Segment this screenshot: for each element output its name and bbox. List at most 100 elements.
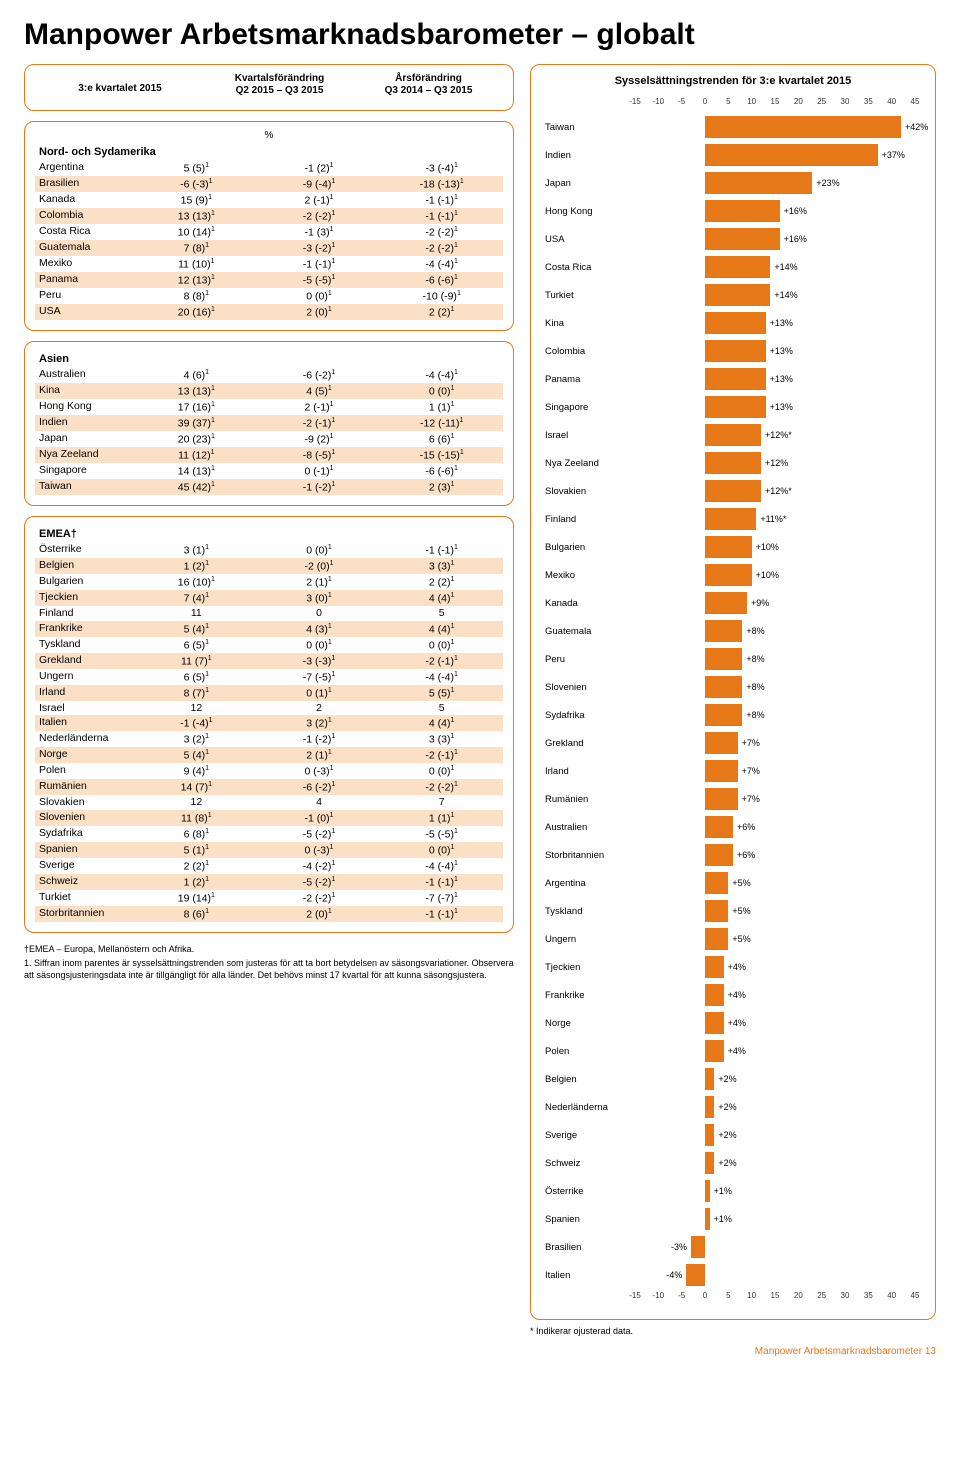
bar-label: Storbritannien bbox=[545, 850, 635, 861]
bar-label: Italien bbox=[545, 1270, 635, 1281]
table-row: Spanien5 (1)10 (-3)10 (0)1 bbox=[35, 842, 503, 858]
cell-qchg: -2 (0)1 bbox=[258, 558, 381, 574]
cell-q3: 12 (13)1 bbox=[135, 272, 258, 288]
bar-row: Brasilien-3% bbox=[545, 1233, 921, 1261]
cell-qchg: -5 (-2)1 bbox=[258, 826, 381, 842]
country-name: USA bbox=[35, 304, 135, 320]
cell-ychg: -2 (-2)1 bbox=[380, 224, 503, 240]
bar-value: +7% bbox=[742, 794, 760, 804]
bar-label: Hong Kong bbox=[545, 206, 635, 217]
bar-row: Sydafrika+8% bbox=[545, 701, 921, 729]
country-name: Turkiet bbox=[35, 890, 135, 906]
cell-q3: 15 (9)1 bbox=[135, 192, 258, 208]
bar-label: Kanada bbox=[545, 598, 635, 609]
bar-row: Taiwan+42% bbox=[545, 113, 921, 141]
table-row: Panama12 (13)1-5 (-5)1-6 (-6)1 bbox=[35, 272, 503, 288]
bar-value: +14% bbox=[774, 262, 797, 272]
bar-value: +37% bbox=[882, 150, 905, 160]
country-name: Grekland bbox=[35, 653, 135, 669]
bar-row: Japan+23% bbox=[545, 169, 921, 197]
bar-label: Sydafrika bbox=[545, 710, 635, 721]
bar-value: +4% bbox=[728, 962, 746, 972]
bar-row: Slovenien+8% bbox=[545, 673, 921, 701]
bar-fill bbox=[705, 732, 738, 754]
cell-qchg: 2 (1)1 bbox=[258, 574, 381, 590]
bar-label: Taiwan bbox=[545, 122, 635, 133]
country-name: Mexiko bbox=[35, 256, 135, 272]
cell-qchg: 0 bbox=[258, 606, 381, 621]
bar-value: +12%* bbox=[765, 430, 792, 440]
bar-fill bbox=[705, 424, 761, 446]
bar-fill bbox=[705, 396, 766, 418]
bar-label: Argentina bbox=[545, 878, 635, 889]
table-row: Sverige2 (2)1-4 (-2)1-4 (-4)1 bbox=[35, 858, 503, 874]
table-row: Israel1225 bbox=[35, 701, 503, 716]
bar-fill bbox=[705, 256, 770, 278]
chart-axis: -15-10-5051015202530354045 bbox=[635, 1291, 915, 1305]
bar-fill bbox=[705, 1208, 710, 1230]
cell-ychg: -2 (-2)1 bbox=[380, 779, 503, 795]
cell-q3: 11 (7)1 bbox=[135, 653, 258, 669]
bar-row: Mexiko+10% bbox=[545, 561, 921, 589]
bar-label: Kina bbox=[545, 318, 635, 329]
cell-ychg: -1 (-1)1 bbox=[380, 874, 503, 890]
table-row: Italien-1 (-4)13 (2)14 (4)1 bbox=[35, 715, 503, 731]
bar-value: +5% bbox=[732, 906, 750, 916]
bar-row: Polen+4% bbox=[545, 1037, 921, 1065]
cell-q3: 14 (7)1 bbox=[135, 779, 258, 795]
cell-qchg: -9 (2)1 bbox=[258, 431, 381, 447]
cell-qchg: 3 (2)1 bbox=[258, 715, 381, 731]
bar-row: Frankrike+4% bbox=[545, 981, 921, 1009]
country-name: Ungern bbox=[35, 669, 135, 685]
bar-value: +7% bbox=[742, 766, 760, 776]
country-name: Storbritannien bbox=[35, 906, 135, 922]
table-row: Japan20 (23)1-9 (2)16 (6)1 bbox=[35, 431, 503, 447]
bar-label: Nya Zeeland bbox=[545, 458, 635, 469]
bar-value: +6% bbox=[737, 822, 755, 832]
table-row: Sydafrika6 (8)1-5 (-2)1-5 (-5)1 bbox=[35, 826, 503, 842]
bar-value: +2% bbox=[718, 1158, 736, 1168]
chart-area: Taiwan+42%Indien+37%Japan+23%Hong Kong+1… bbox=[545, 113, 921, 1289]
cell-q3: 8 (6)1 bbox=[135, 906, 258, 922]
bar-value: +12%* bbox=[765, 486, 792, 496]
bar-value: +1% bbox=[714, 1186, 732, 1196]
bar-fill bbox=[705, 620, 742, 642]
bar-fill bbox=[705, 312, 766, 334]
country-name: Österrike bbox=[35, 542, 135, 558]
cell-q3: 17 (16)1 bbox=[135, 399, 258, 415]
bar-row: Sverige+2% bbox=[545, 1121, 921, 1149]
bar-fill bbox=[705, 1180, 710, 1202]
cell-ychg: 0 (0)1 bbox=[380, 383, 503, 399]
cell-qchg: 0 (0)1 bbox=[258, 288, 381, 304]
country-name: Kina bbox=[35, 383, 135, 399]
cell-qchg: 2 (-1)1 bbox=[258, 192, 381, 208]
chart-title: Sysselsättningstrenden för 3:e kvartalet… bbox=[545, 75, 921, 87]
cell-qchg: -2 (-2)1 bbox=[258, 890, 381, 906]
cell-qchg: -6 (-2)1 bbox=[258, 779, 381, 795]
bar-row: Tyskland+5% bbox=[545, 897, 921, 925]
col-header-q3: 3:e kvartalet 2015 bbox=[35, 73, 205, 96]
cell-q3: 2 (2)1 bbox=[135, 858, 258, 874]
bar-fill bbox=[705, 928, 728, 950]
cell-qchg: 2 (1)1 bbox=[258, 747, 381, 763]
cell-qchg: 4 bbox=[258, 795, 381, 810]
left-footnotes: †EMEA – Europa, Mellanöstern och Afrika.… bbox=[24, 943, 514, 981]
cell-qchg: 4 (3)1 bbox=[258, 621, 381, 637]
table-row: Österrike3 (1)10 (0)1-1 (-1)1 bbox=[35, 542, 503, 558]
table-row: Slovenien11 (8)1-1 (0)11 (1)1 bbox=[35, 810, 503, 826]
cell-ychg: 7 bbox=[380, 795, 503, 810]
cell-qchg: 2 (0)1 bbox=[258, 304, 381, 320]
bar-value: +12% bbox=[765, 458, 788, 468]
bar-label: Turkiet bbox=[545, 290, 635, 301]
cell-ychg: 5 bbox=[380, 701, 503, 716]
bar-fill bbox=[705, 284, 770, 306]
cell-q3: 16 (10)1 bbox=[135, 574, 258, 590]
bar-fill bbox=[705, 844, 733, 866]
table-header-panel: 3:e kvartalet 2015 Kvartalsförändring Q2… bbox=[24, 64, 514, 111]
cell-qchg: -9 (-4)1 bbox=[258, 176, 381, 192]
cell-qchg: 2 (0)1 bbox=[258, 906, 381, 922]
cell-ychg: -5 (-5)1 bbox=[380, 826, 503, 842]
cell-ychg: -10 (-9)1 bbox=[380, 288, 503, 304]
bar-row: Nya Zeeland +12% bbox=[545, 449, 921, 477]
percent-row: % bbox=[35, 130, 503, 141]
